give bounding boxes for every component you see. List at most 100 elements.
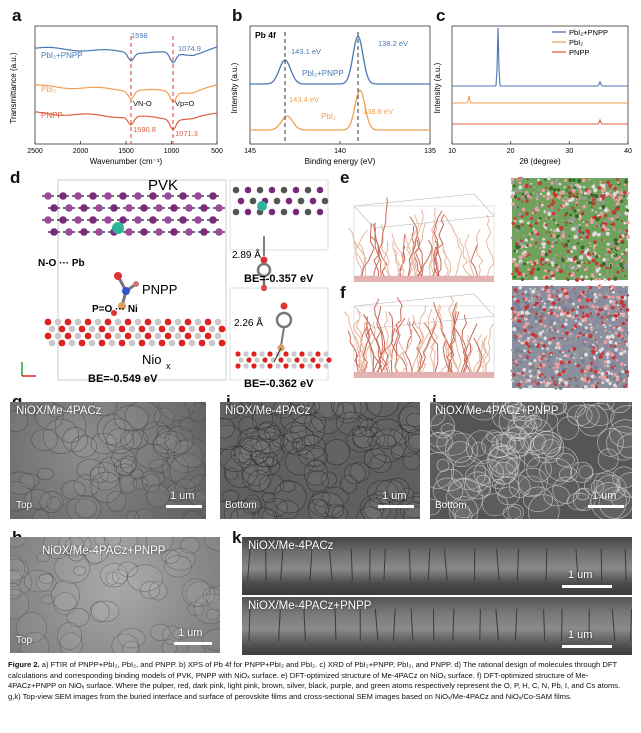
inset-top-slab xyxy=(232,186,329,216)
sem-i-texture xyxy=(220,402,420,519)
xrd-ylabel: Intensity (a.u.) xyxy=(433,62,442,113)
inset-top-distance: 2.89 Å xyxy=(232,248,261,261)
ftir-chart: Transmittance (a.u.) Wavenumber (cm⁻¹) 2… xyxy=(9,25,223,166)
sem-k1-image: NiOX/Me-4PACz 1 um xyxy=(242,537,632,595)
ftir-ticklabel-3: 1000 xyxy=(164,148,180,155)
xrd-series-2 xyxy=(452,118,628,125)
sem-g-scale-text: 1 um xyxy=(170,490,195,502)
panel-letter-d: d xyxy=(10,168,21,187)
panel-letter-g: g xyxy=(12,392,22,412)
xps-ylabel: Intensity (a.u.) xyxy=(230,62,239,113)
pnpp-molecule xyxy=(111,272,139,316)
sem-g-scale-bar xyxy=(166,505,202,508)
panel-letter-b: b xyxy=(232,6,243,25)
ftir-ann-1071: 1071.3 xyxy=(175,129,198,138)
niox-label-subscript: x xyxy=(166,361,171,371)
sem-k2-texture xyxy=(248,608,632,642)
ftir-ticklabel-4: 500 xyxy=(211,148,223,155)
xps-chart: Intensity (a.u.) Binding energy (eV) Pb … xyxy=(230,25,436,166)
sem-h-scale-text: 1 um xyxy=(178,627,203,639)
sem-k2-scale-text: 1 um xyxy=(568,629,593,641)
po-ni-label: P=O ··· Ni xyxy=(92,304,138,315)
panel-letter-a: a xyxy=(12,6,22,25)
sem-j-title: NiOX/Me-4PACz+PNPP xyxy=(435,405,559,417)
xps-title: Pb 4f xyxy=(255,30,276,40)
xps-ann-1431: 143.1 eV xyxy=(291,47,321,56)
panel-letter-f: f xyxy=(340,283,346,302)
sem-k1-texture xyxy=(247,548,627,582)
xrd-xlabel: 2θ (degree) xyxy=(519,157,561,166)
xrd-chart: Intensity (a.u.) 2θ (degree) 10 20 30 40 Pb… xyxy=(433,25,632,166)
xrd-ticklabel-2: 30 xyxy=(565,148,573,155)
ftir-ylabel: Transmittance (a.u.) xyxy=(9,52,18,124)
xrd-ticklabel-3: 40 xyxy=(624,148,632,155)
panel-letter-i: i xyxy=(226,392,231,412)
panel-letter-k: k xyxy=(232,528,242,547)
inset-bottom-slab xyxy=(235,351,332,369)
ftir-series-1 xyxy=(34,84,218,103)
inset-top-be: BE=-0.357 eV xyxy=(244,273,314,285)
xps-series-label-pbi2pnpp: PbI₂+PNPP xyxy=(302,69,344,78)
sem-g-image: NiOX/Me-4PACz Top 1 um xyxy=(10,402,206,519)
xps-series-label-pbi2: PbI₂ xyxy=(321,112,336,121)
sem-h-image: NiOX/Me-4PACz+PNPP Top 1 um xyxy=(10,537,220,653)
sem-j-scale-bar xyxy=(588,505,624,508)
ftir-ann-vpo: Vp=O xyxy=(175,99,195,108)
sem-h-texture xyxy=(10,537,220,653)
xrd-ticklabel-1: 20 xyxy=(507,148,515,155)
sem-h-scale-bar xyxy=(174,642,212,645)
pvk-label: PVK xyxy=(148,177,178,194)
md-e-top-view xyxy=(510,176,630,282)
xps-series-0 xyxy=(250,34,430,85)
sem-h-title: NiOX/Me-4PACz+PNPP xyxy=(42,545,166,557)
xps-ticklabel-0: 145 xyxy=(244,148,256,155)
xps-xlabel: Binding energy (eV) xyxy=(305,157,376,166)
xrd-series-0 xyxy=(452,27,628,87)
ftir-ticklabel-1: 2000 xyxy=(73,148,89,155)
ftir-ticklabel-0: 2500 xyxy=(27,148,43,155)
ftir-ann-1598: 1598 xyxy=(131,31,148,40)
xrd-plot-frame xyxy=(451,25,629,145)
dft-binding-model: PVK N-O ··· Pb PNPP P=O ··· Ni Nio x BE=… xyxy=(21,177,332,390)
panel-letter-e: e xyxy=(340,168,350,187)
ftir-series-label-pnpp: PNPP xyxy=(41,111,63,120)
sem-i-scale-bar xyxy=(378,505,414,508)
sem-j-scale-text: 1 um xyxy=(592,490,617,502)
xrd-legend-label-2: PbI₂ xyxy=(569,38,583,47)
md-structures xyxy=(344,176,630,390)
sem-i-position: Bottom xyxy=(225,500,257,511)
inset-bottom-distance: 2.26 Å xyxy=(234,316,263,329)
ftir-ann-vno: VN-O xyxy=(133,99,152,108)
cs-atom xyxy=(112,222,124,234)
atom-o xyxy=(114,272,122,280)
no-pb-label: N-O ··· Pb xyxy=(38,258,85,269)
figure-caption: Figure 2. a) FTIR of PNPP+PbI₂, PbI₂, an… xyxy=(8,660,634,702)
panel-letter-j: j xyxy=(432,392,437,412)
sem-k2-title: NiOX/Me-4PACz+PNPP xyxy=(248,600,372,612)
inset-bottom-be: BE=-0.362 eV xyxy=(244,378,314,390)
xps-ticklabel-2: 135 xyxy=(424,148,436,155)
ftir-series-label-pbi2pnpp: PbI₂+PNPP xyxy=(41,51,83,60)
ftir-ticklabel-2: 1500 xyxy=(118,148,134,155)
sem-g-position: Top xyxy=(16,500,33,511)
xps-ann-1382: 138.2 eV xyxy=(378,39,408,48)
sem-j-texture xyxy=(430,402,632,519)
sem-g-texture xyxy=(10,402,206,519)
pvk-slab xyxy=(42,192,225,236)
xps-series-1 xyxy=(250,89,430,131)
ftir-series-label-pbi2: PbI₂ xyxy=(41,85,56,94)
sem-k1-scale-text: 1 um xyxy=(568,569,593,581)
ftir-ann-1074: 1074.9 xyxy=(178,44,201,53)
sem-i-title: NiOX/Me-4PACz xyxy=(225,405,311,417)
be-main-label: BE=-0.549 eV xyxy=(88,373,158,385)
axis-glyph-left xyxy=(21,362,36,377)
ftir-ann-1590: 1590.8 xyxy=(133,125,156,134)
sem-j-position: Bottom xyxy=(435,500,467,511)
niox-label: Nio xyxy=(142,352,162,367)
sem-i-image: NiOX/Me-4PACz Bottom 1 um xyxy=(220,402,420,519)
xrd-legend: PbI₂+PNPP PbI₂ PNPP xyxy=(552,28,608,57)
md-e-side-view xyxy=(348,193,495,282)
sem-k1-title: NiOX/Me-4PACz xyxy=(248,540,334,552)
xrd-ticklabel-0: 10 xyxy=(448,148,456,155)
md-f-side-view xyxy=(344,293,495,378)
